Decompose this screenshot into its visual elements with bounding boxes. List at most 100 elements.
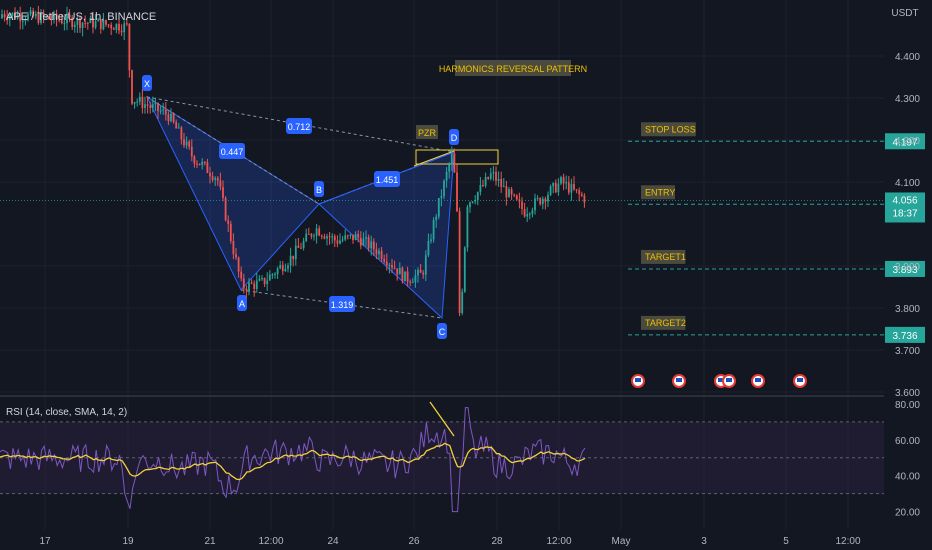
candle-body [349, 234, 352, 236]
candle-body [159, 110, 162, 112]
candle-body [297, 245, 300, 248]
candle-body [3, 14, 6, 18]
candle-body [443, 180, 445, 197]
candle-body [534, 198, 536, 211]
candle-body [193, 156, 196, 164]
candle-body [97, 19, 100, 22]
candle-body [237, 257, 240, 272]
candle-body [404, 271, 406, 282]
y-tick-label: 4.200 [895, 136, 920, 147]
candle-body [216, 178, 219, 181]
event-markers[interactable] [631, 374, 807, 388]
candle-body [430, 239, 432, 241]
candle-body [427, 240, 430, 256]
candle-body [37, 13, 40, 23]
last-price-tag [885, 192, 925, 223]
candle-body [253, 283, 256, 289]
level-price-tag [885, 326, 925, 343]
candle-body [180, 127, 183, 140]
candle-body [255, 280, 258, 289]
candle-body [289, 255, 292, 266]
candle-body [190, 146, 193, 157]
candle-body [214, 178, 217, 180]
candle-body [263, 277, 266, 285]
candle-body [346, 235, 349, 237]
candle-body [380, 250, 383, 259]
event-marker-flag [726, 378, 732, 382]
candle-body [224, 197, 227, 221]
candle-body [219, 180, 222, 188]
price-candles[interactable] [1, 6, 586, 317]
candle-body [422, 272, 425, 275]
candle-body [34, 13, 37, 17]
candle-body [240, 271, 243, 279]
candle-body [489, 173, 492, 179]
point-label-bg [449, 129, 459, 145]
ratio-label-bg [374, 171, 400, 187]
candle-body [352, 234, 354, 241]
candle-body [547, 194, 549, 202]
rsi-title: RSI (14, close, SMA, 14, 2) [6, 407, 127, 418]
candle-body [458, 211, 461, 314]
grid [0, 0, 884, 530]
candle-body [8, 15, 11, 20]
candle-body [29, 10, 32, 15]
candle-body [248, 282, 250, 291]
candle-body [333, 236, 336, 241]
level-price-value: 3.893 [892, 265, 917, 276]
candle-body [414, 275, 417, 282]
candle-body [175, 122, 178, 129]
candle-body [391, 264, 393, 268]
candle-body [570, 184, 573, 193]
axes: 17 19 21 12:00 24 26 28 12:00 May 3 5 12:00 4.400 4.3… [39, 52, 920, 547]
candle-body [131, 70, 133, 104]
candle-body [310, 234, 313, 237]
candle-body [136, 101, 139, 103]
candle-body [463, 247, 466, 292]
candle-body [388, 264, 391, 266]
candle-body [505, 186, 508, 198]
candle-body [552, 182, 555, 187]
level-label: STOP LOSS [645, 124, 696, 134]
candle-body [229, 223, 232, 241]
level-label: TARGET2 [645, 318, 686, 328]
candle-body [24, 20, 27, 22]
candle-body [482, 185, 484, 187]
x-tick-label: 28 [491, 536, 503, 547]
candle-body [453, 153, 456, 173]
candle-body [201, 161, 204, 165]
candle-body [151, 104, 154, 108]
point-label-bg [142, 75, 152, 91]
candle-body [107, 24, 110, 26]
candle-body [326, 236, 328, 239]
level-label-bg [641, 315, 686, 330]
candle-body [66, 14, 68, 24]
point-label-c: C [439, 327, 446, 337]
candle-body [365, 237, 367, 239]
candle-body [372, 241, 375, 250]
candle-body [206, 162, 209, 173]
candle-body [359, 237, 362, 246]
candle-body [94, 21, 97, 28]
candle-body [362, 238, 365, 246]
candle-body [50, 19, 53, 21]
candle-body [227, 220, 230, 224]
candle-body [417, 269, 419, 276]
candle-body [53, 13, 55, 20]
candle-body [336, 240, 339, 244]
candle-body [118, 23, 120, 31]
x-tick-label: 12:00 [258, 536, 283, 547]
rsi-tick-label: 80.00 [895, 400, 920, 411]
candle-body [560, 177, 562, 184]
candle-body [565, 182, 568, 184]
candle-body [27, 14, 29, 21]
candle-body [307, 233, 310, 235]
candle-body [471, 201, 474, 203]
candle-body [396, 268, 399, 275]
ratio-label-bg [329, 296, 355, 312]
rsi-sma-line [0, 442, 586, 481]
candle-body [469, 202, 471, 208]
candle-body [266, 280, 269, 285]
candle-body [580, 194, 583, 196]
